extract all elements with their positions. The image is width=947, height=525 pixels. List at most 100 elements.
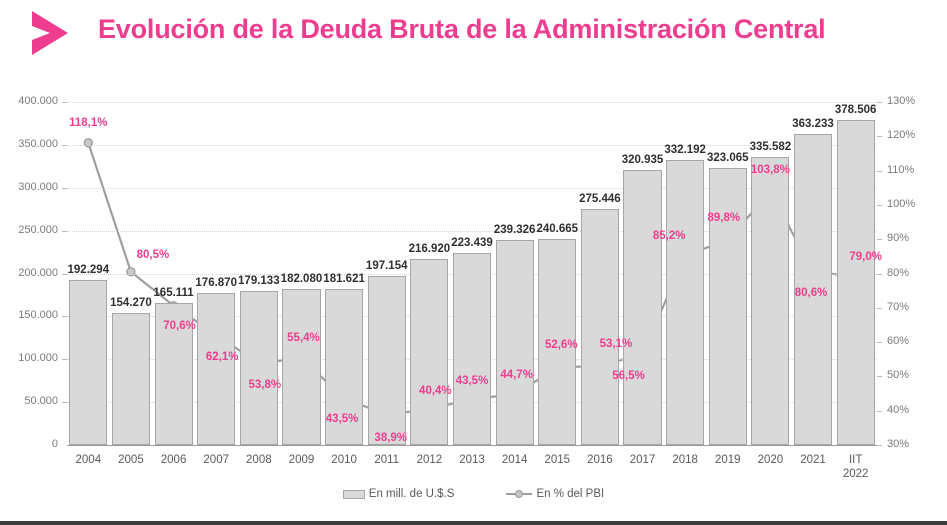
bar [495, 239, 534, 445]
bar-value-label: 275.446 [579, 192, 621, 205]
axis-tick [877, 307, 882, 309]
bar-swatch-icon [342, 489, 365, 499]
pbi-percent-label: 103,8% [750, 163, 790, 176]
y-axis-right-tick-label: 130% [887, 95, 916, 107]
bar [580, 208, 619, 445]
legend-label-line: En % del PBI [536, 488, 605, 500]
pbi-percent-label: 44,7% [500, 368, 533, 381]
bar [751, 157, 790, 445]
bar-value-label: 363.233 [792, 117, 834, 130]
pbi-percent-label: 80,5% [136, 248, 170, 261]
axis-tick [877, 136, 882, 138]
bar-value-label: 179.133 [238, 275, 280, 288]
axis-tick [62, 230, 67, 232]
pbi-percent-label: 79,0% [849, 250, 882, 263]
bar-value-label: 192.294 [67, 264, 110, 277]
y-axis-right-tick-label: 100% [887, 197, 916, 210]
x-axis-tick-label: 2012 [416, 454, 443, 466]
axis-tick [62, 359, 67, 361]
gridline [67, 230, 877, 232]
gridline [67, 144, 877, 146]
chart-area [0, 72, 947, 492]
pbi-percent-label: 62,1% [205, 350, 239, 363]
legend-item-line: En % del PBI [506, 488, 604, 500]
x-axis-tick-label: 2016 [587, 454, 613, 466]
bar-value-label: 165.111 [153, 287, 194, 300]
pbi-percent-label: 53,1% [599, 337, 633, 350]
bar [452, 253, 492, 445]
bar [708, 167, 747, 445]
bar [69, 280, 108, 445]
x-axis-tick-label: 2004 [75, 454, 102, 466]
legend-label-bars: En mill. de U.$.S [368, 488, 455, 500]
page-title: Evolución de la Deuda Bruta de la Admini… [98, 14, 826, 44]
y-axis-right-tick-label: 60% [887, 335, 910, 348]
chart-legend: En mill. de U.$.S En % del PBI [0, 483, 947, 505]
axis-tick [62, 316, 67, 318]
legend-item-bars: En mill. de U.$.S [342, 488, 455, 500]
x-axis-tick-label: 2018 [672, 454, 698, 466]
x-axis-tick-label: IIT 2022 [842, 454, 869, 480]
bar [623, 169, 662, 445]
axis-tick [877, 273, 882, 275]
x-axis-tick-label: 2009 [288, 454, 315, 466]
axis-tick [877, 445, 882, 446]
y-axis-left-tick-label: 100.000 [18, 352, 58, 365]
bar [793, 133, 833, 445]
bar [197, 293, 236, 445]
x-axis-tick-label: 2014 [501, 454, 528, 466]
gridline [67, 102, 877, 103]
axis-tick [877, 410, 882, 412]
pbi-percent-label: 70,6% [163, 319, 196, 332]
x-axis-tick-label: 2021 [800, 454, 826, 466]
slide-header: Evolución de la Deuda Bruta de la Admini… [0, 0, 947, 72]
y-axis-right-tick-label: 70% [887, 300, 910, 313]
bar [367, 275, 406, 445]
y-axis-left-tick-label: 350.000 [18, 137, 58, 150]
bar [325, 289, 364, 445]
pbi-percent-label: 52,6% [544, 339, 578, 352]
axis-tick [877, 170, 882, 172]
bar-value-label: 323.065 [706, 151, 749, 164]
bar [538, 238, 577, 445]
bar [836, 120, 875, 445]
y-axis-left-tick-label: 0 [51, 438, 58, 450]
gridline [67, 445, 877, 446]
axis-tick [62, 144, 67, 146]
bar [410, 259, 449, 445]
axis-tick [877, 204, 882, 206]
y-axis-right-tick-label: 50% [887, 369, 910, 382]
y-axis-left-tick-label: 50.000 [24, 395, 58, 408]
pbi-percent-label: 85,2% [652, 229, 686, 242]
pbi-percent-label: 53,8% [248, 379, 282, 392]
pbi-percent-label: 40,4% [419, 385, 452, 398]
x-axis-tick-label: 2006 [160, 454, 187, 466]
pbi-percent-label: 55,4% [287, 331, 320, 344]
x-axis-tick-label: 2015 [544, 454, 571, 466]
x-axis-tick-label: 2020 [757, 454, 784, 466]
bar [111, 312, 150, 445]
axis-tick [62, 187, 67, 189]
pbi-percent-label: 38,9% [374, 432, 408, 445]
axis-tick [877, 239, 882, 241]
bar-value-label: 154.270 [110, 296, 152, 309]
axis-tick [62, 273, 67, 275]
y-axis-right-tick-label: 80% [887, 266, 910, 279]
pbi-percent-label: 118,1% [69, 116, 108, 129]
x-axis-tick-label: 2011 [374, 454, 400, 466]
pbi-percent-label: 89,8% [707, 211, 741, 224]
y-axis-left-tick-label: 200.000 [18, 266, 58, 279]
bar-value-label: 216.920 [408, 242, 451, 255]
y-axis-left-tick-label: 150.000 [18, 309, 58, 322]
pbi-percent-label: 43,5% [325, 412, 359, 425]
bar-value-label: 239.326 [493, 223, 536, 236]
pbi-percent-label: 56,5% [612, 370, 645, 383]
bar-value-label: 181.621 [323, 273, 365, 286]
x-axis-tick-label: 2017 [629, 454, 656, 466]
x-axis-tick-label: 2008 [246, 454, 272, 466]
y-axis-left-tick-label: 400.000 [18, 95, 58, 107]
y-axis-right-tick-label: 40% [887, 403, 910, 416]
pbi-percent-label: 43,5% [455, 374, 489, 387]
axis-tick [62, 402, 67, 404]
